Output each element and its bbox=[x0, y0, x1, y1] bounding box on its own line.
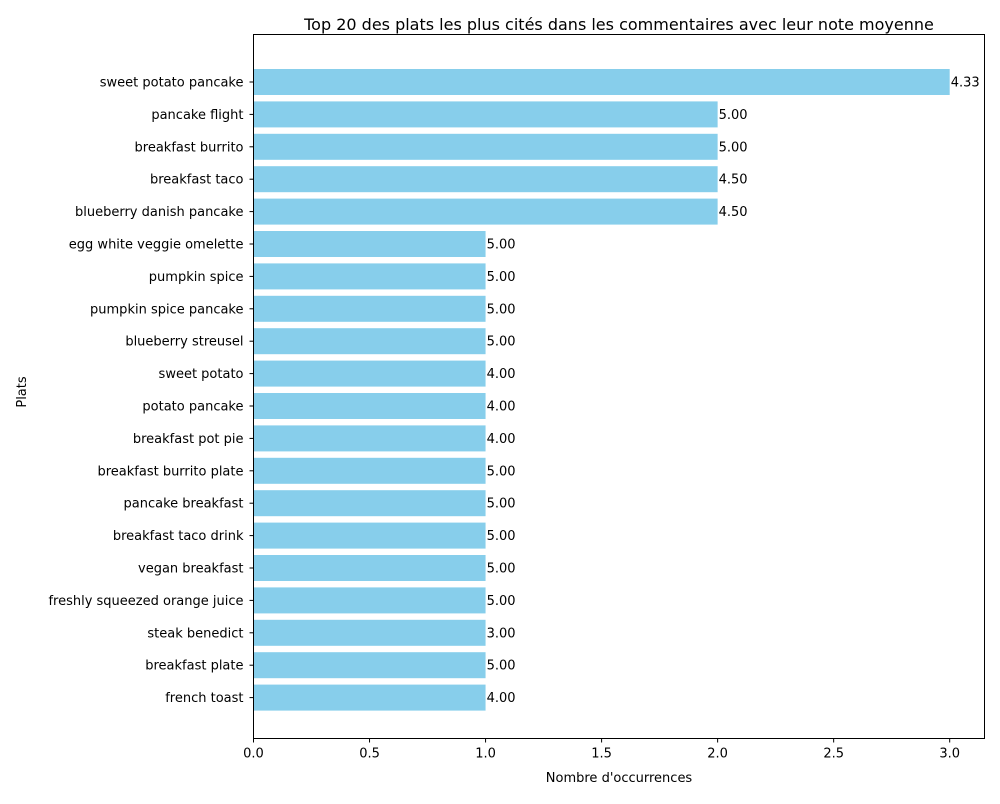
y-tick-label: breakfast burrito bbox=[135, 140, 244, 155]
bar bbox=[253, 555, 486, 581]
bar bbox=[253, 231, 486, 257]
bar-value-label: 4.33 bbox=[951, 76, 980, 91]
bar-value-label: 4.00 bbox=[487, 400, 516, 415]
bar-value-label: 4.00 bbox=[487, 691, 516, 706]
bar-value-label: 5.00 bbox=[487, 659, 516, 674]
bar bbox=[253, 490, 486, 517]
bar bbox=[253, 652, 486, 679]
bar-value-label: 5.00 bbox=[487, 270, 516, 285]
x-tick-label: 2.0 bbox=[707, 747, 728, 762]
plot-frame bbox=[253, 34, 985, 739]
x-tick-label: 3.0 bbox=[939, 747, 960, 762]
bar-value-label: 5.00 bbox=[487, 562, 516, 577]
bar-value-label: 4.50 bbox=[719, 205, 748, 220]
bar-value-label: 5.00 bbox=[487, 464, 516, 479]
bars-group bbox=[253, 69, 950, 711]
bar bbox=[253, 684, 486, 711]
y-tick-label: pumpkin spice bbox=[149, 270, 244, 285]
y-tick-label: pancake flight bbox=[151, 108, 243, 123]
bar-value-label: 5.00 bbox=[487, 335, 516, 350]
y-tick-label: breakfast taco drink bbox=[113, 529, 244, 544]
bar-value-label: 5.00 bbox=[487, 594, 516, 609]
x-tick-label: 2.5 bbox=[823, 747, 844, 762]
y-tick-label: pumpkin spice pancake bbox=[90, 302, 243, 317]
bar-value-label: 5.00 bbox=[487, 302, 516, 317]
y-tick-label: french toast bbox=[165, 691, 243, 706]
bar bbox=[253, 101, 718, 128]
bar bbox=[253, 425, 486, 452]
y-tick-label: vegan breakfast bbox=[138, 562, 244, 577]
y-tick-label: blueberry streusel bbox=[125, 335, 243, 350]
bar-value-label: 5.00 bbox=[487, 238, 516, 253]
y-tick-label: steak benedict bbox=[147, 626, 243, 641]
x-tick-label: 0.0 bbox=[243, 747, 264, 762]
bar bbox=[253, 69, 950, 95]
y-tick-label: potato pancake bbox=[142, 400, 243, 415]
bar-value-label: 4.00 bbox=[487, 432, 516, 447]
y-tick-label: blueberry danish pancake bbox=[75, 205, 244, 220]
x-tick-label: 1.0 bbox=[475, 747, 496, 762]
x-tick-label: 0.5 bbox=[359, 747, 380, 762]
y-tick-label: sweet potato pancake bbox=[100, 76, 244, 91]
bar bbox=[253, 263, 486, 290]
chart-title: Top 20 des plats les plus cités dans les… bbox=[303, 15, 934, 34]
y-tick-label: breakfast burrito plate bbox=[97, 464, 243, 479]
bar-value-label: 4.00 bbox=[487, 367, 516, 382]
y-tick-label: breakfast plate bbox=[145, 659, 243, 674]
bar bbox=[253, 328, 486, 355]
bar bbox=[253, 360, 486, 387]
y-tick-label: freshly squeezed orange juice bbox=[48, 594, 243, 609]
bar bbox=[253, 393, 486, 419]
bar bbox=[253, 295, 486, 322]
bar bbox=[253, 587, 486, 614]
bar bbox=[253, 619, 486, 646]
bar bbox=[253, 457, 486, 484]
bar-value-label: 3.00 bbox=[487, 626, 516, 641]
x-tick-label: 1.5 bbox=[591, 747, 612, 762]
bar-value-label: 5.00 bbox=[487, 497, 516, 512]
x-axis-label: Nombre d'occurrences bbox=[546, 771, 693, 786]
bar-value-label: 5.00 bbox=[487, 529, 516, 544]
x-axis: 0.0 0.5 1.0 1.5 2.0 2.5 3.0 bbox=[243, 738, 960, 762]
bar bbox=[253, 133, 718, 160]
y-tick-label: sweet potato bbox=[159, 367, 244, 382]
bar bbox=[253, 166, 718, 193]
bar-value-label: 5.00 bbox=[719, 140, 748, 155]
y-tick-label: pancake breakfast bbox=[124, 497, 244, 512]
y-tick-label: egg white veggie omelette bbox=[69, 238, 244, 253]
bar-value-label: 4.50 bbox=[719, 173, 748, 188]
bar bbox=[253, 522, 486, 549]
y-axis-label: Plats bbox=[15, 376, 30, 408]
y-tick-label: breakfast taco bbox=[150, 173, 244, 188]
y-tick-label: breakfast pot pie bbox=[133, 432, 244, 447]
bar-labels-group: 4.33 5.00 5.00 4.50 4.50 5.00 5.00 5.00 5.00 4.00… bbox=[487, 76, 980, 707]
bar-value-label: 5.00 bbox=[719, 108, 748, 123]
bar bbox=[253, 198, 718, 225]
y-axis: sweet potato pancake pancake flight breakf… bbox=[48, 76, 254, 706]
